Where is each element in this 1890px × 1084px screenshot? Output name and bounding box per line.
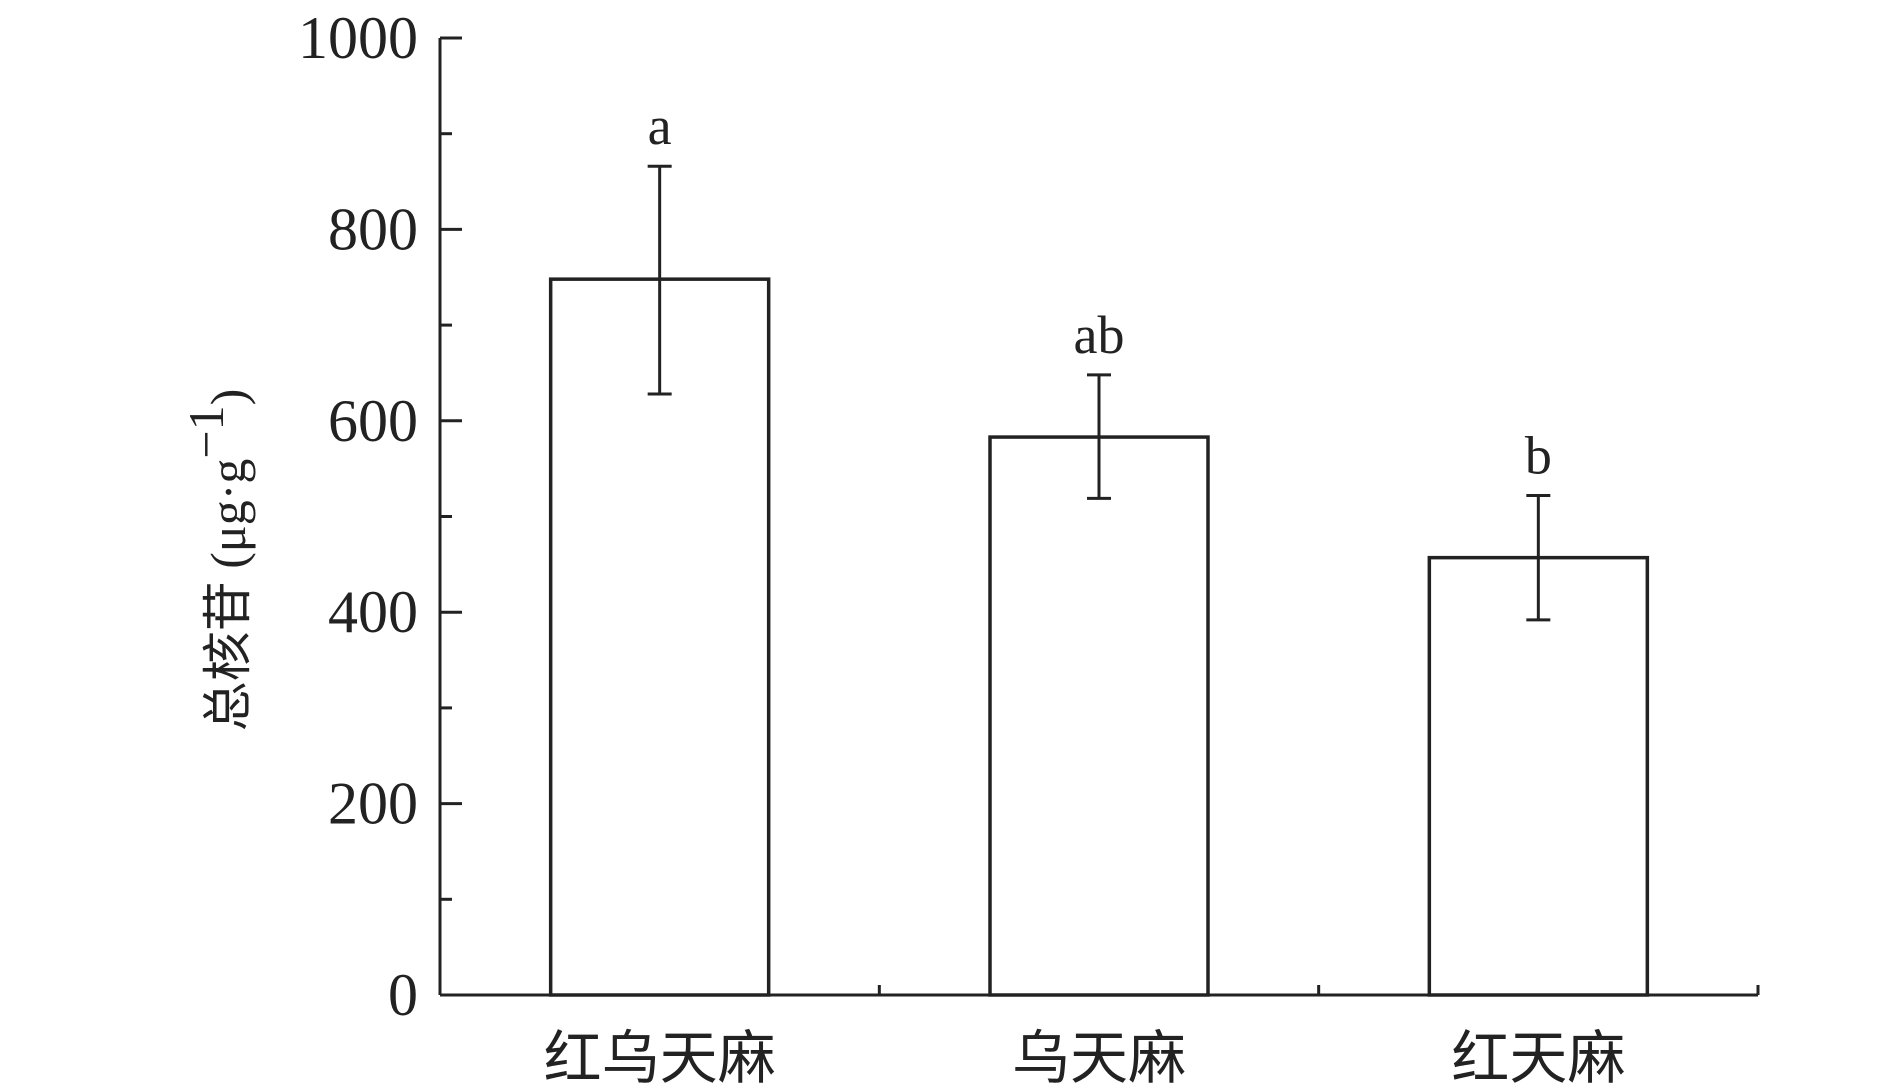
y-tick-label: 0 [388,962,418,1028]
significance-label: ab [1074,305,1125,365]
y-tick-labels: 0 200 400 600 800 1000 [298,5,418,1028]
y-axis-unit-open: (μg·g [200,459,256,582]
y-axis-unit-sup: −1 [178,405,234,458]
significance-label: b [1525,425,1552,485]
y-tick-label: 800 [328,196,418,262]
x-category-label: 红乌天麻 [544,1024,776,1084]
y-axis-title-main: 总核苷 [199,581,257,731]
y-tick-label: 200 [328,771,418,837]
error-bar [647,164,672,396]
y-axis-unit-close: ) [200,389,256,406]
error-bars [647,164,1551,622]
bar [988,435,1210,997]
bars [548,277,1650,997]
error-bar [1087,373,1111,500]
category-labels: 红乌天麻 乌天麻 红天麻 [544,1024,1626,1084]
x-category-label: 红天麻 [1451,1024,1625,1084]
bar [1427,555,1650,997]
y-axis-title: 总核苷 (μg·g−1) [178,389,257,731]
y-tick-label: 1000 [298,5,418,71]
x-category-label: 乌天麻 [1012,1024,1186,1084]
significance-labels: a ab b [648,96,1552,485]
bar [548,277,771,997]
y-tick-label: 400 [328,579,418,645]
significance-label: a [648,96,672,156]
error-bar [1526,493,1551,622]
y-tick-label: 600 [328,388,418,454]
